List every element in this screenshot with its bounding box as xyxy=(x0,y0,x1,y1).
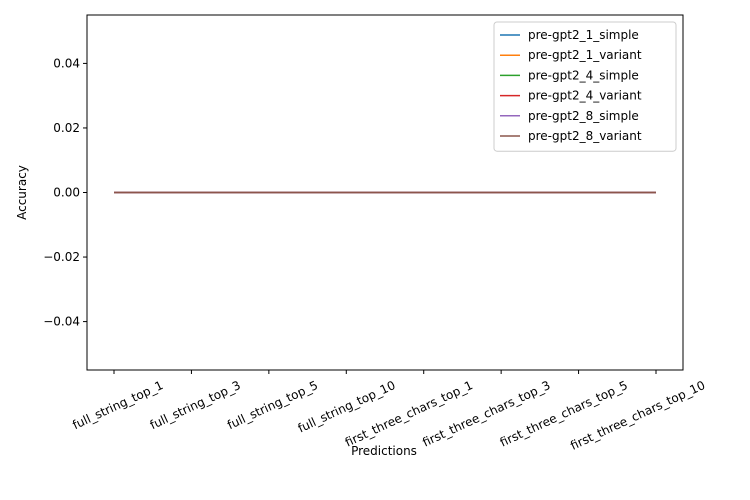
legend: pre-gpt2_1_simple pre-gpt2_1_variant pre-g… xyxy=(493,21,677,152)
legend-label: pre-gpt2_8_simple xyxy=(528,109,639,123)
y-tick-label: 0.04 xyxy=(53,56,80,70)
x-tick-label: first_three_chars_top_10 xyxy=(568,378,707,453)
y-tick-label: 0.00 xyxy=(53,186,80,200)
legend-label: pre-gpt2_4_simple xyxy=(528,68,639,82)
y-tick-label: 0.02 xyxy=(53,121,80,135)
legend-label: pre-gpt2_8_variant xyxy=(528,129,642,143)
x-axis: full_string_top_1full_string_top_3full_s… xyxy=(70,370,707,453)
y-axis: −0.04 −0.02 0.00 0.02 0.04 xyxy=(43,56,87,329)
y-tick-label: −0.04 xyxy=(43,315,80,329)
x-tick-label: first_three_chars_top_5 xyxy=(498,378,630,450)
y-axis-label: Accuracy xyxy=(15,165,29,220)
legend-label: pre-gpt2_1_variant xyxy=(528,48,642,62)
legend-label: pre-gpt2_4_variant xyxy=(528,89,642,103)
x-axis-label: Predictions xyxy=(351,444,417,458)
x-tick-label: first_three_chars_top_1 xyxy=(343,378,475,450)
legend-label: pre-gpt2_1_simple xyxy=(528,28,639,42)
x-tick-label: first_three_chars_top_3 xyxy=(420,378,552,450)
legend-box xyxy=(493,21,677,152)
y-tick-label: −0.02 xyxy=(43,250,80,264)
